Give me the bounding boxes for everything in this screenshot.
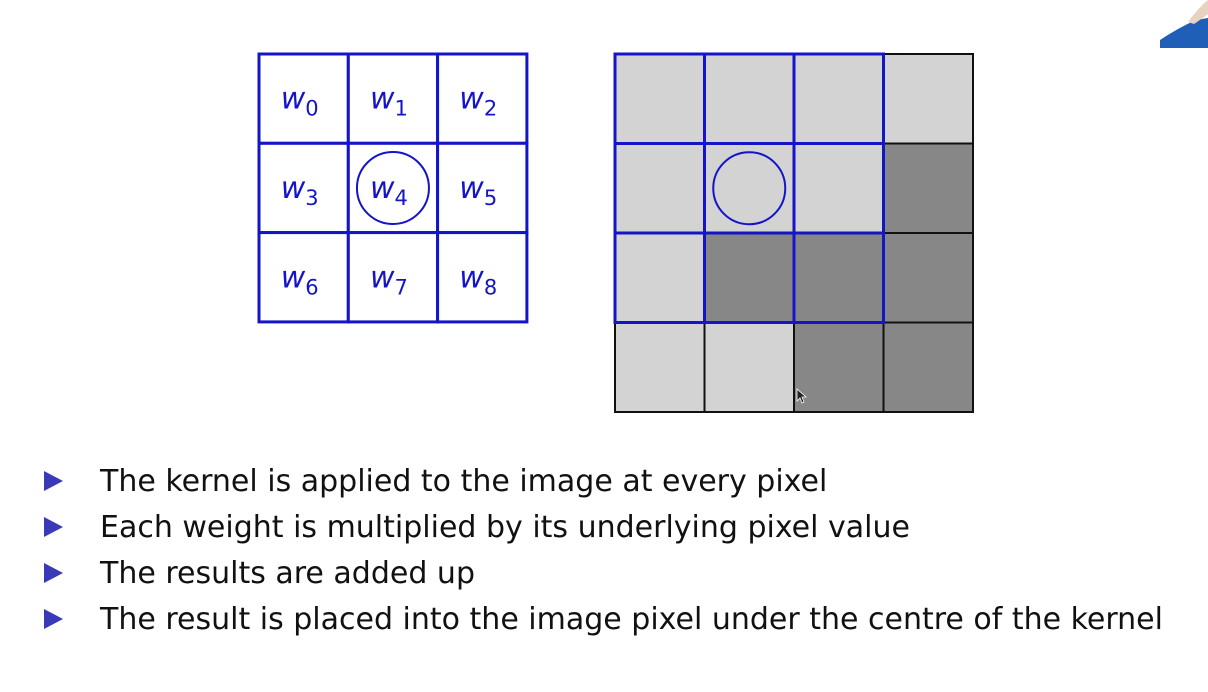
bullet-text: The kernel is applied to the image at ev… bbox=[100, 463, 828, 499]
triangle-bullet-icon bbox=[44, 563, 63, 583]
weight-label: w2 bbox=[459, 82, 497, 121]
weight-label: w7 bbox=[370, 260, 408, 299]
kernel-cell bbox=[436, 52, 529, 145]
bullet-list: The kernel is applied to the image at ev… bbox=[44, 458, 1163, 642]
triangle-bullet-icon bbox=[44, 471, 63, 491]
kernel-overlay bbox=[613, 52, 885, 404]
image-pixel bbox=[882, 321, 974, 413]
mouse-cursor-icon bbox=[796, 388, 808, 404]
image-pixel bbox=[793, 321, 885, 413]
kernel-grid: w0 w1 w2 w3 w4 w5 w6 w7 w8 bbox=[257, 52, 529, 324]
weight-label: w8 bbox=[459, 260, 497, 299]
weight-label: w5 bbox=[459, 171, 497, 210]
bullet-item: The results are added up bbox=[44, 550, 1163, 596]
image-pixel bbox=[793, 53, 885, 145]
weight-label: w3 bbox=[281, 171, 319, 210]
bullet-item: The kernel is applied to the image at ev… bbox=[44, 458, 1163, 504]
weight-label: w0 bbox=[281, 82, 319, 121]
overlay-cell bbox=[792, 231, 885, 324]
convolution-diagram: w0 w1 w2 w3 w4 w5 w6 w7 w8 bbox=[257, 52, 974, 413]
image-pixel bbox=[703, 321, 795, 413]
bullet-text: The results are added up bbox=[100, 555, 475, 591]
presenter-photo-fragment bbox=[1160, 0, 1208, 48]
kernel-cell bbox=[346, 141, 440, 235]
bullet-text: Each weight is multiplied by its underly… bbox=[100, 509, 910, 545]
image-pixel bbox=[882, 142, 974, 234]
image-pixel bbox=[614, 321, 706, 413]
bullet-text: The result is placed into the image pixe… bbox=[100, 601, 1163, 637]
overlay-centre-circle bbox=[712, 151, 787, 226]
image-pixel bbox=[703, 142, 795, 234]
image-pixel bbox=[703, 232, 795, 324]
kernel-cell bbox=[257, 231, 350, 324]
image-pixel bbox=[882, 232, 974, 324]
weight-label: w4 bbox=[370, 171, 408, 210]
image-pixel bbox=[703, 53, 795, 145]
triangle-bullet-icon bbox=[44, 609, 63, 629]
image-pixel bbox=[614, 232, 706, 324]
kernel-cell bbox=[436, 231, 529, 324]
weight-label: w6 bbox=[281, 260, 319, 299]
kernel-centre-circle bbox=[355, 150, 430, 225]
image-pixel bbox=[614, 142, 706, 234]
bullet-item: Each weight is multiplied by its underly… bbox=[44, 504, 1163, 550]
kernel-cell bbox=[257, 52, 350, 145]
image-pixel bbox=[793, 142, 885, 234]
bullet-item: The result is placed into the image pixe… bbox=[44, 596, 1163, 642]
weight-label: w1 bbox=[370, 82, 408, 121]
image-grid bbox=[614, 53, 974, 413]
image-pixel bbox=[793, 232, 885, 324]
image-pixel bbox=[882, 53, 974, 145]
triangle-bullet-icon bbox=[44, 517, 63, 537]
image-pixel bbox=[614, 53, 706, 145]
kernel-cell bbox=[346, 231, 440, 324]
